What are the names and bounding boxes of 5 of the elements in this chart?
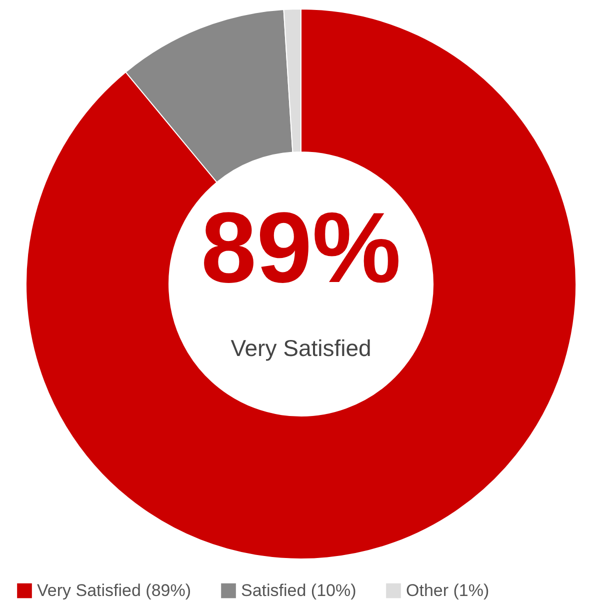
text: 89% — [200, 192, 402, 304]
legend-label: Satisfied (10%) — [241, 580, 356, 600]
legend-label: Other (1%) — [406, 580, 490, 600]
text: Very Satisfied — [230, 335, 372, 361]
legend-label: Very Satisfied (89%) — [37, 580, 192, 600]
